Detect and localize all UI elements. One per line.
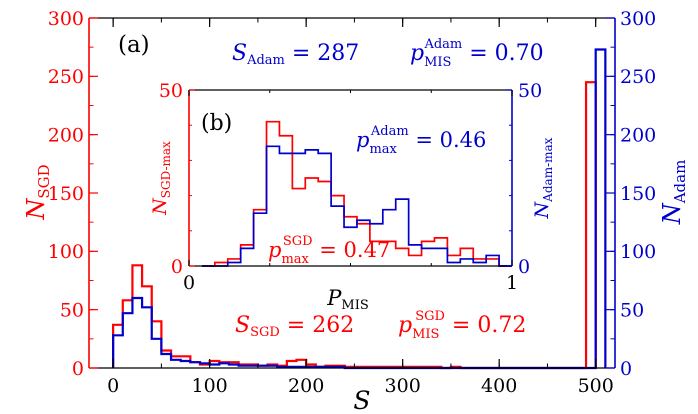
y-left-tick-label: 0 [72,358,84,380]
x-axis-title-a: S [353,386,370,414]
y-left-title-a: NSGD [22,164,53,220]
y-right-tick-label: 100 [620,241,656,263]
y-left-title-b: NSGD-max [149,141,173,216]
panel-label-b: (b) [201,111,232,136]
p-adam-annotation: pMISAdam = 0.70 [410,37,544,70]
axes-a: 0 100 200 300 400 500050100150200250300050100… [48,8,657,397]
y-left-tick-label: 250 [48,66,84,88]
s-sgd-annotation: SSGD = 262 [235,313,354,340]
x-tick-label: 0 [183,272,195,294]
y-right-tick-label: 0 [620,358,632,380]
y-right-tick-label: 300 [620,8,656,30]
y-left-tick-label: 200 [48,125,84,147]
p-sgd-annotation: pMISSGD = 0.72 [398,309,526,342]
y-right-tick-label: 0 [518,256,530,278]
y-left-tick-label: 300 [48,8,84,30]
p-max-adam-annotation: pmaxAdam = 0.46 [356,124,486,157]
y-left-tick-label: 0 [171,256,183,278]
x-tick-label: 1 [506,272,518,294]
y-right-tick-label: 150 [620,183,656,205]
x-tick-label: 100 [192,375,228,397]
x-tick-label: 500 [578,375,614,397]
panel-a: 0 100 200 300 400 500050100150200250300050100… [22,8,689,414]
y-left-tick-label: 150 [48,183,84,205]
inset-background [189,90,512,266]
y-right-tick-label: 250 [620,66,656,88]
x-tick-label: 400 [481,375,517,397]
y-right-tick-label: 50 [518,80,542,102]
adam-histogram-line [201,145,512,267]
s-adam-annotation: SAdam = 287 [232,41,359,68]
y-right-title-b: NAdam-max [531,137,555,219]
y-left-tick-label: 100 [48,241,84,263]
adam-histogram-b [201,145,512,267]
p-max-sgd-annotation: pmaxSGD = 0.47 [268,234,390,267]
x-tick-label: 300 [385,375,421,397]
y-right-tick-label: 50 [620,300,644,322]
panel-label-a: (a) [118,32,150,58]
x-tick-label: 0 [107,375,119,397]
x-tick-label: 200 [288,375,324,397]
x-axis-title-b: PMIS [326,286,369,313]
y-right-tick-label: 200 [620,125,656,147]
y-left-tick-label: 50 [60,300,84,322]
y-right-title-a: NAdam [658,160,689,226]
y-left-tick-label: 50 [159,80,183,102]
